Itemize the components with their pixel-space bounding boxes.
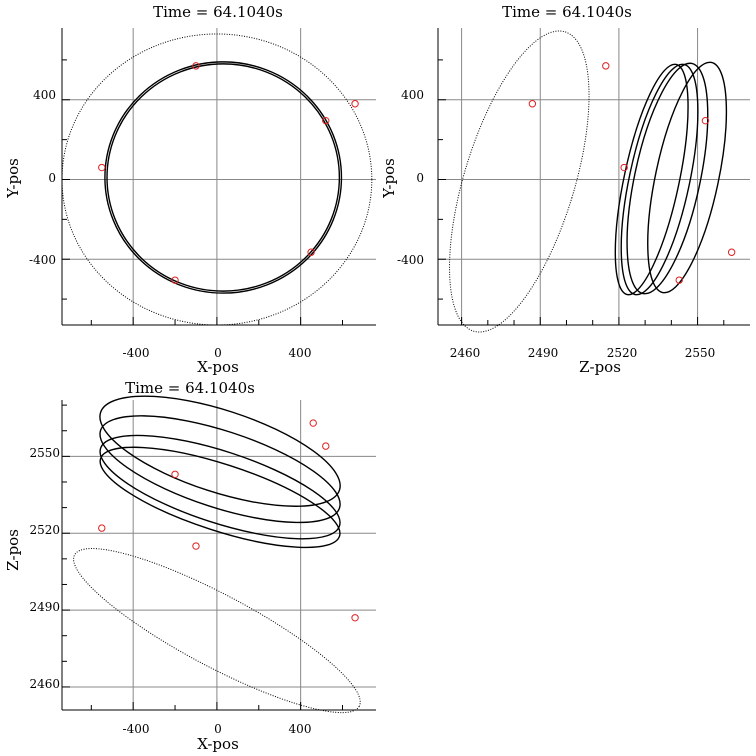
panel-xy-xtick-label: -400 [123,346,150,360]
body-marker [192,62,200,70]
panel-zy-ytick-label: 0 [416,171,424,185]
panel-zy-ytick-label: -400 [397,253,424,267]
panel-zy-plot [437,28,750,333]
orbit-path [647,61,728,294]
body-marker [675,276,683,284]
panel-xy-ylabel: Y-pos [4,158,22,199]
body-marker [602,62,610,70]
panel-zy-ylabel: Y-pos [380,158,398,199]
panel-xz-ytick-label: 2460 [29,677,60,691]
panel-zy-tick-labels: 2460 2490 2520 2550 400 0 -400 [397,88,715,360]
orbit-path [626,62,709,295]
panel-zy: Time = 64.1040s Z-pos Y-pos 2460 2490 25… [380,3,750,376]
panel-zy-xtick-label: 2550 [685,346,716,360]
panel-zy-xlabel: Z-pos [579,358,621,376]
panel-xz-ytick-label: 2520 [29,523,60,537]
body-marker [528,100,537,108]
body-marker [171,470,179,478]
panel-zy-xtick-label: 2520 [607,346,638,360]
body-marker [307,248,315,256]
panel-zy-xtick-label: 2490 [528,346,559,360]
orbit-path [99,446,341,549]
orbit-path [614,63,689,296]
body-marker [620,163,628,172]
body-marker [98,163,106,172]
orbit-path [104,61,343,294]
orbit-path [106,63,341,292]
panel-xy-xlabel: X-pos [197,358,239,376]
orbit-path [99,415,341,524]
panel-zy-title: Time = 64.1040s [502,3,632,21]
panel-xz-xtick-label: 0 [214,722,222,736]
panel-xy-ytick-label: 0 [48,171,56,185]
body-marker [727,248,736,256]
body-marker [309,419,317,427]
panel-zy-xtick-label: 2460 [450,346,481,360]
panel-xy-xtick-label: 0 [214,346,222,360]
panel-xz-xtick-label: -400 [123,722,150,736]
body-marker [351,100,359,108]
panel-xz-xlabel: X-pos [197,735,239,753]
panel-xy: Time = 64.1040s X-pos Y-pos -400 0 400 4… [4,3,376,376]
panel-xz-plot [61,395,376,714]
body-marker [701,116,710,125]
panel-xy-tick-labels: -400 0 400 400 0 -400 [29,88,311,360]
orbit-path [61,33,373,326]
panel-xy-plot [61,28,376,326]
orbit-path [99,434,341,540]
body-marker [322,116,330,125]
body-marker [98,524,106,532]
orbit-path [99,395,341,507]
panel-xz-tick-labels: -400 0 400 2550 2520 2490 2460 [29,446,311,736]
panel-xy-xtick-label: 400 [289,346,312,360]
panel-xy-ytick-label: -400 [29,253,56,267]
panel-xz-title: Time = 64.1040s [125,379,255,397]
orbit-path [73,548,361,714]
panel-xy-title: Time = 64.1040s [153,3,283,21]
body-marker [171,276,179,284]
panel-xy-ytick-label: 400 [33,88,56,102]
panel-xz-ytick-label: 2550 [29,446,60,460]
panel-xz-ytick-label: 2490 [29,600,60,614]
body-marker [192,542,200,550]
panel-xz-ylabel: Z-pos [4,529,22,571]
orbit-path [449,30,590,333]
panel-zy-ytick-label: 400 [401,88,424,102]
panel-xz: Time = 64.1040s X-pos Z-pos -400 0 400 2… [4,379,376,753]
panel-xz-xtick-label: 400 [289,722,312,736]
body-marker [322,442,330,450]
body-marker [351,614,359,622]
